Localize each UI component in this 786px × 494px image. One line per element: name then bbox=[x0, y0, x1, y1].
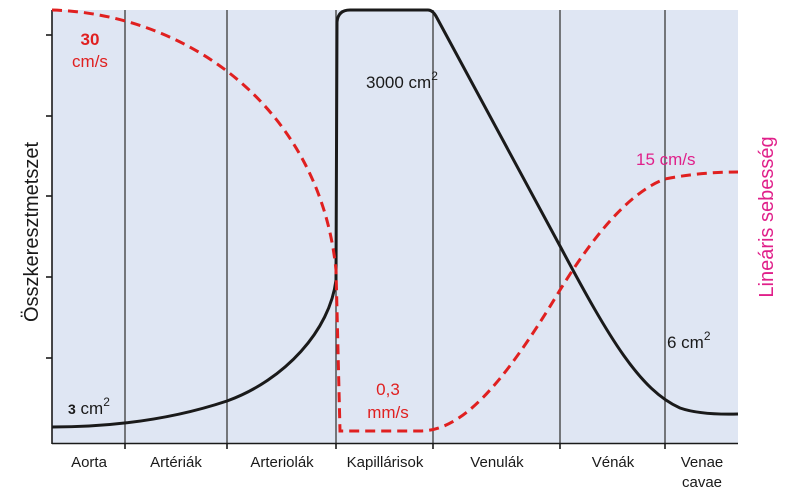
segment-label-venules: Venulák bbox=[470, 454, 524, 471]
segment-label-veins: Vénák bbox=[592, 454, 635, 471]
segment-label-arterioles: Arteriolák bbox=[250, 454, 314, 471]
aorta-area-unit: cm bbox=[76, 399, 103, 418]
min-velocity-unit: mm/s bbox=[367, 403, 409, 422]
vena-cava-area-value: 6 cm bbox=[667, 333, 704, 352]
left-axis-title: Összkeresztmetszet bbox=[21, 142, 43, 322]
min-velocity-value: 0,3 bbox=[376, 380, 400, 399]
aorta-area-label: 3 cm2 bbox=[68, 395, 110, 418]
cross-section-curve bbox=[51, 8, 739, 429]
segment-label-cavae: cavae bbox=[682, 474, 722, 491]
plot-background bbox=[52, 10, 738, 443]
max-velocity-unit: cm/s bbox=[72, 52, 108, 71]
segment-label-capillaries: Kapillárisok bbox=[347, 454, 424, 471]
aorta-area-exponent: 2 bbox=[103, 395, 110, 409]
left-axis-ticks bbox=[46, 34, 52, 359]
segment-label-venae: Venae bbox=[681, 454, 724, 471]
aorta-area-value: 3 bbox=[68, 401, 76, 417]
velocity-curve bbox=[51, 8, 739, 433]
right-axis-title: Lineáris sebesség bbox=[756, 136, 778, 297]
vena-cava-area-label: 6 cm2 bbox=[667, 329, 711, 352]
segment-labels: Aorta Artériák Arteriolák Kapillárisok V… bbox=[71, 454, 723, 491]
capillary-area-label: 3000 cm2 bbox=[366, 69, 438, 92]
capillary-area-value: 3000 cm bbox=[366, 73, 431, 92]
venous-velocity-label: 15 cm/s bbox=[636, 150, 696, 169]
bottom-axis-ticks bbox=[124, 443, 666, 449]
capillary-area-exponent: 2 bbox=[431, 69, 438, 83]
segment-label-aorta: Aorta bbox=[71, 454, 108, 471]
segment-label-arteries: Artériák bbox=[150, 454, 202, 471]
vena-cava-area-exponent: 2 bbox=[704, 329, 711, 343]
max-velocity-value: 30 bbox=[81, 30, 100, 49]
